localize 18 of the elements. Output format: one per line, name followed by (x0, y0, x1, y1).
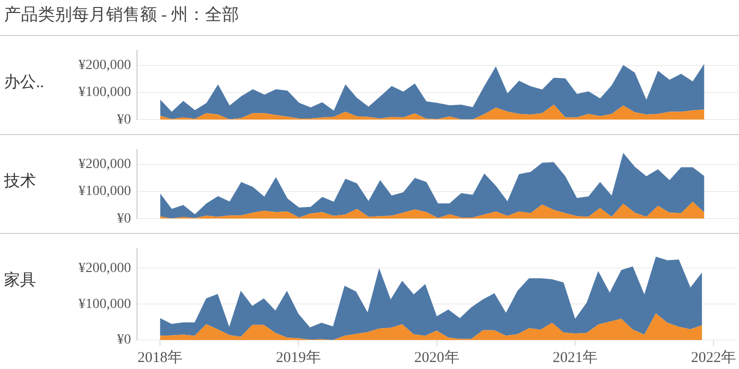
x-tick-label: 2022年 (691, 348, 736, 366)
y-axis-title: 技术 (4, 172, 37, 192)
y-axis-title: 家具 (4, 270, 37, 291)
y-tick-label: ¥0 (117, 211, 131, 226)
y-tick-label: ¥0 (117, 332, 131, 348)
y-tick-label: ¥100,000 (78, 184, 131, 200)
y-axis-title: 办公.. (4, 72, 45, 93)
chart-title: 产品类别每月销售额 - 州：全部 (3, 4, 240, 26)
x-tick-label: 2018年 (138, 348, 183, 366)
y-tick-label: ¥200,000 (78, 156, 131, 172)
x-tick-label: 2020年 (414, 348, 460, 366)
y-tick-label: ¥200,000 (78, 58, 131, 73)
y-tick-label: ¥100,000 (78, 85, 131, 100)
y-tick-label: ¥100,000 (78, 296, 131, 312)
y-tick-label: ¥200,000 (78, 260, 131, 276)
y-tick-label: ¥0 (117, 112, 131, 128)
x-tick-label: 2021年 (552, 348, 598, 366)
x-tick-label: 2019年 (276, 348, 321, 366)
